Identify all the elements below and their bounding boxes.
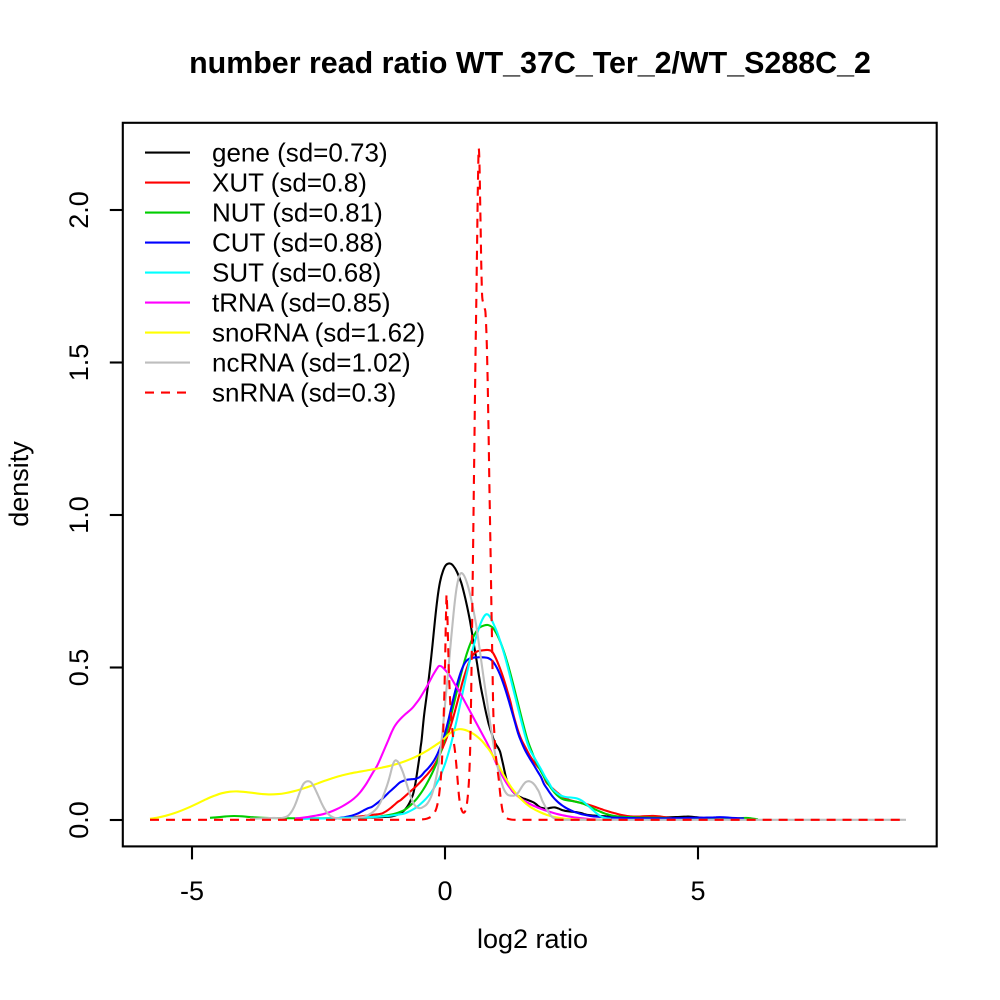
svg-text:0.0: 0.0 — [64, 801, 94, 839]
svg-text:1.5: 1.5 — [64, 344, 94, 382]
svg-text:snRNA (sd=0.3): snRNA (sd=0.3) — [212, 378, 396, 408]
svg-text:number read ratio WT_37C_Ter_2: number read ratio WT_37C_Ter_2/WT_S288C_… — [189, 46, 871, 80]
svg-text:ncRNA (sd=1.02): ncRNA (sd=1.02) — [212, 348, 411, 378]
svg-text:1.0: 1.0 — [64, 496, 94, 534]
svg-text:-5: -5 — [180, 876, 204, 906]
svg-text:tRNA (sd=0.85): tRNA (sd=0.85) — [212, 288, 390, 318]
svg-text:0.5: 0.5 — [64, 649, 94, 687]
svg-text:CUT (sd=0.88): CUT (sd=0.88) — [212, 228, 383, 258]
svg-text:SUT (sd=0.68): SUT (sd=0.68) — [212, 258, 381, 288]
svg-text:XUT (sd=0.8): XUT (sd=0.8) — [212, 168, 367, 198]
svg-text:gene (sd=0.73): gene (sd=0.73) — [212, 138, 388, 168]
svg-text:log2 ratio: log2 ratio — [477, 924, 588, 954]
svg-text:2.0: 2.0 — [64, 191, 94, 229]
svg-text:density: density — [4, 441, 34, 527]
svg-text:snoRNA (sd=1.62): snoRNA (sd=1.62) — [212, 318, 425, 348]
svg-text:5: 5 — [690, 876, 705, 906]
svg-text:NUT (sd=0.81): NUT (sd=0.81) — [212, 198, 383, 228]
svg-text:0: 0 — [437, 876, 452, 906]
